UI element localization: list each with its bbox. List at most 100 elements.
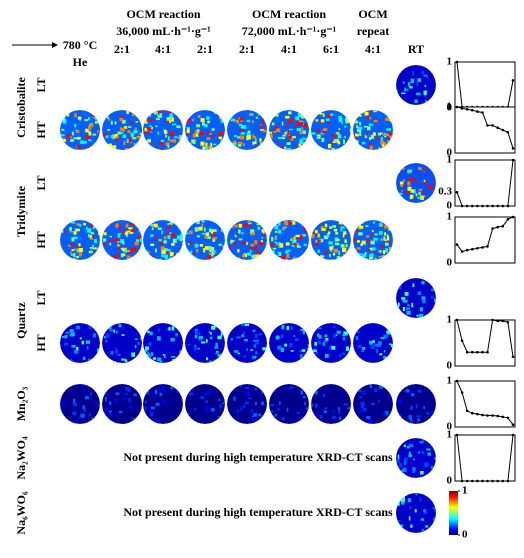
map-spot — [321, 228, 326, 231]
map-spot — [343, 403, 349, 406]
map-spot — [109, 242, 112, 246]
map-spot — [320, 255, 324, 260]
map-spot — [115, 223, 119, 228]
map-spot — [349, 128, 351, 133]
map-spot — [431, 477, 435, 478]
map-spot — [412, 466, 416, 472]
map-spot — [98, 258, 100, 260]
map-spot — [385, 421, 389, 424]
map-spot — [90, 392, 93, 396]
colorbar-label: 1 — [462, 485, 468, 497]
map-spot — [90, 232, 95, 235]
map-spot — [331, 135, 335, 138]
map-spot — [241, 334, 245, 337]
map-spot — [150, 406, 155, 410]
map-spot — [175, 254, 180, 259]
map-spot — [421, 281, 425, 285]
map-spot — [418, 191, 422, 196]
map-spot — [311, 132, 316, 135]
map-spot — [249, 248, 252, 252]
map-spot — [416, 314, 419, 317]
map-spot — [215, 352, 218, 355]
map-spot — [277, 408, 280, 411]
map-spot — [148, 258, 151, 260]
map-spot — [356, 387, 360, 392]
map-spot — [196, 220, 200, 225]
map-spot — [427, 163, 429, 167]
map-spot — [350, 255, 351, 260]
map-spot — [82, 405, 86, 410]
map-spot — [209, 360, 212, 363]
row-label: LT — [34, 78, 48, 93]
map-spot — [73, 253, 76, 258]
map-spot — [308, 423, 309, 424]
map-spot — [123, 229, 126, 234]
plot-point — [486, 204, 489, 208]
plot-point — [460, 391, 464, 394]
map-spot — [70, 358, 73, 362]
map-spot — [342, 334, 347, 337]
map-spot — [147, 330, 150, 334]
map-spot — [139, 132, 142, 135]
map-spot — [144, 400, 148, 404]
map-spot — [171, 233, 176, 238]
map-spot — [204, 246, 209, 250]
phase-label: Tridymite — [14, 185, 28, 237]
map-spot — [308, 388, 309, 391]
map-spot — [243, 253, 247, 258]
map-spot — [85, 226, 88, 230]
map-spot — [123, 393, 126, 398]
map-spot — [157, 115, 162, 118]
plot-point — [476, 350, 479, 354]
map-spot — [260, 240, 263, 243]
map-spot — [362, 346, 366, 351]
map-spot — [416, 92, 421, 96]
map-spot — [380, 132, 383, 135]
map-spot — [384, 232, 387, 236]
map-spot — [206, 236, 211, 239]
map-spot — [232, 240, 235, 242]
map-spot — [195, 129, 198, 134]
map-spot — [233, 140, 237, 145]
map-spot — [367, 126, 371, 131]
map-spot — [325, 340, 328, 343]
map-spot — [291, 221, 296, 225]
map-spot — [224, 251, 225, 256]
map-spot — [306, 347, 309, 351]
map-spot — [292, 259, 296, 260]
map-spot — [296, 128, 301, 132]
map-spot — [378, 250, 382, 253]
map-spot — [407, 169, 413, 173]
map-spot — [289, 343, 293, 348]
map-spot — [330, 259, 334, 260]
map-spot — [146, 127, 152, 131]
map-spot — [402, 497, 405, 500]
map-spot — [341, 122, 344, 125]
map-spot — [88, 325, 93, 330]
map-spot — [223, 399, 225, 402]
map-spot — [330, 113, 334, 116]
plot-point — [455, 105, 459, 109]
map-spot — [179, 139, 183, 144]
map-spot — [195, 133, 199, 137]
map-spot — [110, 351, 114, 355]
map-spot — [279, 401, 281, 405]
map-spot — [145, 346, 150, 350]
plot-point — [481, 246, 484, 249]
map-spot — [61, 223, 64, 226]
map-spot — [102, 252, 107, 255]
map-spot — [368, 123, 374, 126]
map-spot — [301, 349, 306, 352]
map-spot — [355, 336, 359, 340]
map-spot — [329, 226, 333, 230]
map-spot — [62, 119, 67, 124]
map-spot — [363, 390, 365, 394]
map-spot — [353, 121, 356, 124]
map-spot — [389, 110, 393, 113]
map-base — [353, 110, 393, 150]
map-spot — [105, 135, 109, 139]
y-tick-label: 1 — [447, 314, 453, 326]
map-spot — [234, 224, 238, 228]
plot-point — [455, 60, 459, 64]
map-spot — [432, 97, 435, 101]
